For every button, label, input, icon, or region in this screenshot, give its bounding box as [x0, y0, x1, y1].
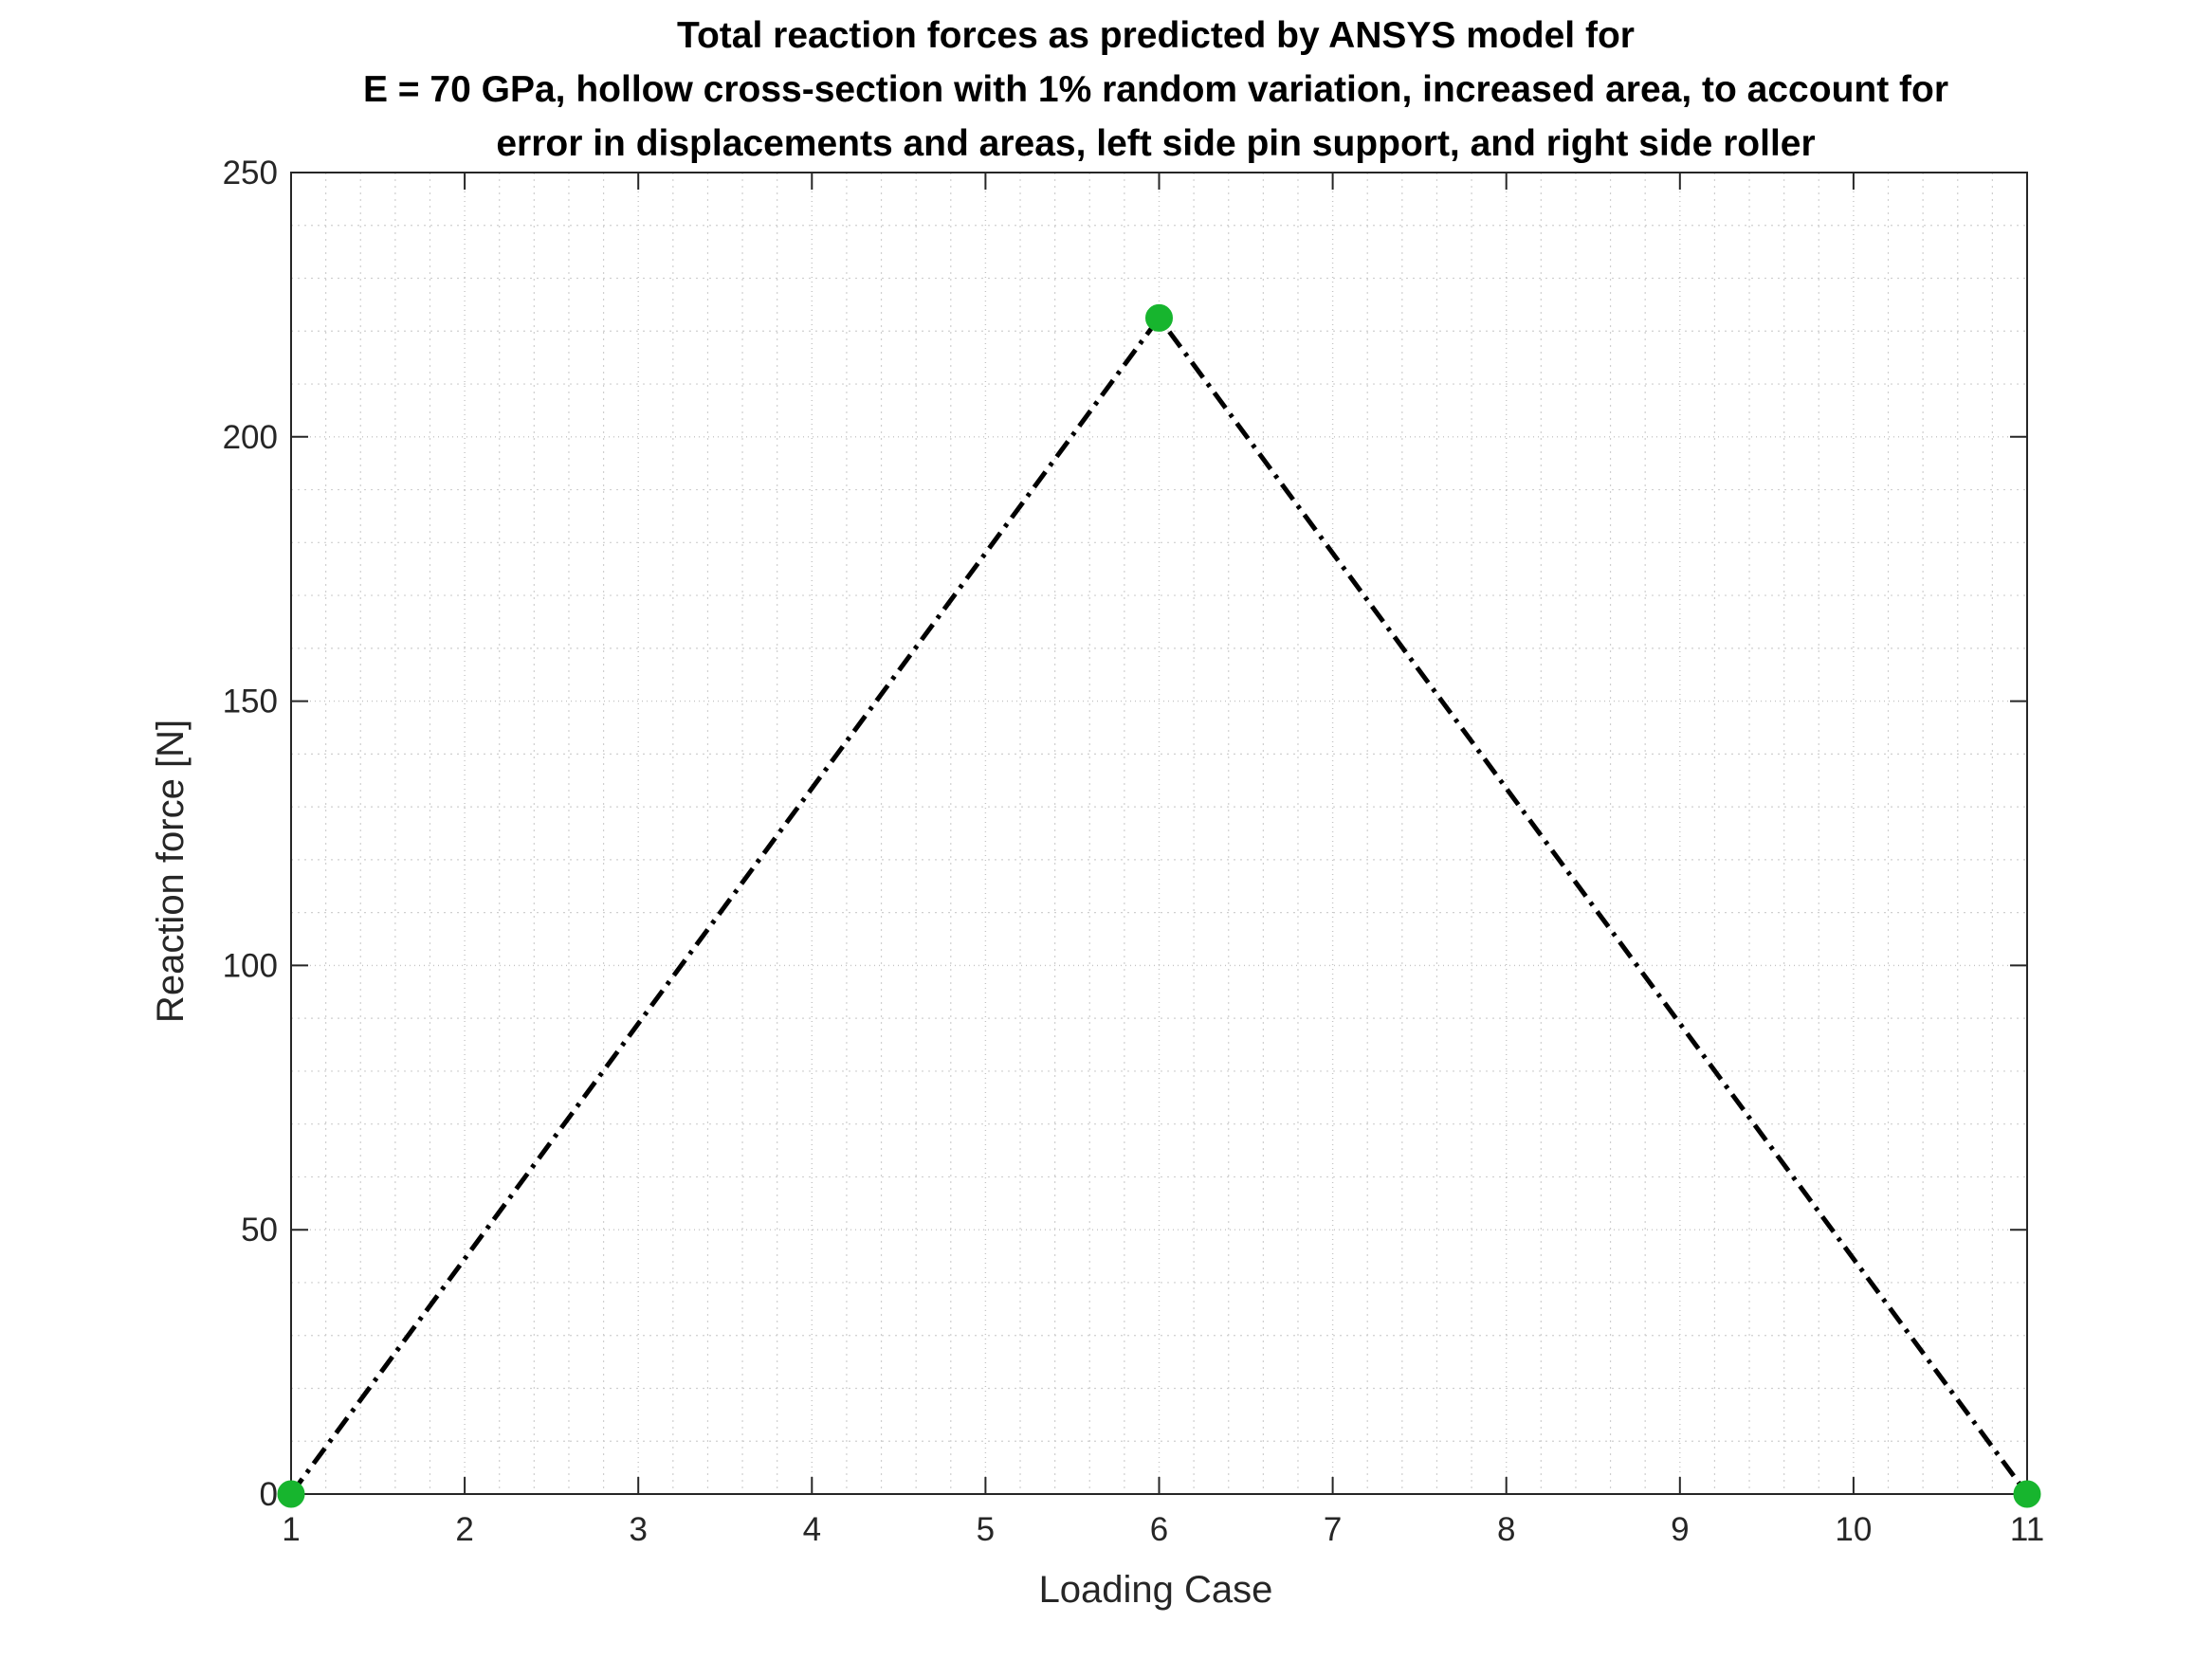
y-tick-label: 0 [260, 1476, 278, 1513]
y-tick-label: 150 [223, 684, 278, 720]
x-tick-label: 5 [977, 1511, 995, 1548]
series-markers [277, 303, 2041, 1508]
axes-frame [290, 172, 2028, 1495]
x-tick-label: 6 [1150, 1511, 1168, 1548]
x-tick-label: 9 [1671, 1511, 1689, 1548]
x-tick-labels: 1 2 3 4 5 6 7 8 9 10 11 [282, 1511, 2044, 1548]
x-tick-label: 4 [803, 1511, 821, 1548]
y-tick-label: 250 [223, 155, 278, 191]
y-tick-label: 100 [223, 947, 278, 984]
x-tick-label: 1 [282, 1511, 300, 1548]
y-tick-label: 50 [241, 1212, 278, 1249]
chart-title: Total reaction forces as predicted by AN… [363, 15, 1948, 164]
title-line-3: error in displacements and areas, left s… [496, 123, 1815, 164]
x-tick-label: 11 [2010, 1511, 2044, 1548]
y-tick-labels: 0 50 100 150 200 250 [223, 155, 278, 1513]
x-tick-label: 3 [629, 1511, 647, 1548]
minor-grid [291, 173, 2027, 1494]
x-tick-label: 10 [1835, 1511, 1872, 1548]
data-point-marker [277, 1480, 305, 1508]
series-line [288, 315, 2030, 1496]
data-point-marker [1145, 303, 1173, 332]
major-grid [290, 172, 2028, 1495]
y-axis-label: Reaction force [N] [150, 720, 192, 1023]
x-axis-label: Loading Case [1039, 1569, 1273, 1611]
data-point-marker [2013, 1480, 2041, 1508]
title-line-1: Total reaction forces as predicted by AN… [677, 15, 1635, 56]
x-tick-label: 8 [1497, 1511, 1515, 1548]
x-tick-label: 2 [455, 1511, 473, 1548]
x-tick-label: 7 [1324, 1511, 1342, 1548]
axes-box [290, 172, 2028, 1495]
series-lines [288, 315, 2030, 1496]
title-line-2: E = 70 GPa, hollow cross-section with 1%… [363, 69, 1948, 110]
y-tick-label: 200 [223, 419, 278, 456]
tick-marks [290, 172, 2028, 1495]
